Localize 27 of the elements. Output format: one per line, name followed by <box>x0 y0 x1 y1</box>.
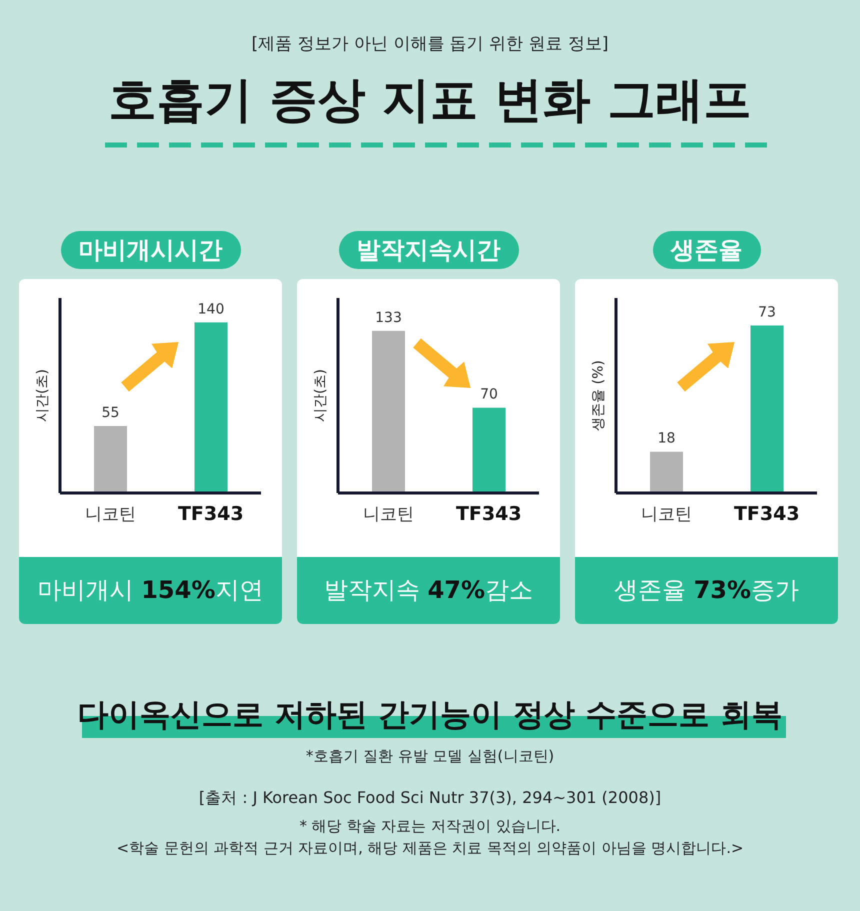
x-tick-label: TF343 <box>734 503 800 526</box>
data-label: 70 <box>480 386 498 403</box>
y-axis-title: 시간(초) <box>34 369 50 422</box>
text: <학술 문헌의 과학적 근거 자료이며, 해당 제품은 치료 목적의 의약품이 아님을 명시합니다.> <box>115 838 745 859</box>
data-label: 133 <box>375 310 402 326</box>
text: [출처 : J Korean Soc Food Sci Nutr 37(3), 294~301 (2008)] <box>198 787 662 809</box>
chart-title: 생존율 <box>652 231 760 269</box>
y-axis-title: 시간(초) <box>312 369 328 422</box>
text: [제품 정보가 아닌 이해를 돕기 위한 원료 정보] <box>250 33 610 56</box>
text: * 해당 학술 자료는 저작권이 있습니다. <box>298 816 562 837</box>
x-tick-label: 니코틴 <box>362 504 414 525</box>
text: 마비개시 154%지연 <box>38 576 264 604</box>
data-label: 55 <box>102 404 120 421</box>
x-tick-label: TF343 <box>178 503 244 526</box>
text: 호흡기 증상 지표 변화 그래프 <box>108 71 752 129</box>
chart-title: 발작지속시간 <box>338 231 518 269</box>
text: 생존율 73%증가 <box>614 576 800 604</box>
data-label: 140 <box>198 301 224 318</box>
chart-title: 마비개시시간 <box>60 231 240 269</box>
y-axis-title: 생존율 (%) <box>590 360 606 431</box>
x-tick-label: 니코틴 <box>84 504 136 525</box>
text: 발작지속 47%감소 <box>324 576 534 604</box>
x-tick-label: 니코틴 <box>640 504 692 525</box>
text: *호흡기 질환 유발 모델 실험(니코틴) <box>304 746 556 767</box>
data-label: 18 <box>658 430 676 447</box>
data-label: 73 <box>758 304 776 321</box>
x-tick-label: TF343 <box>456 503 522 526</box>
